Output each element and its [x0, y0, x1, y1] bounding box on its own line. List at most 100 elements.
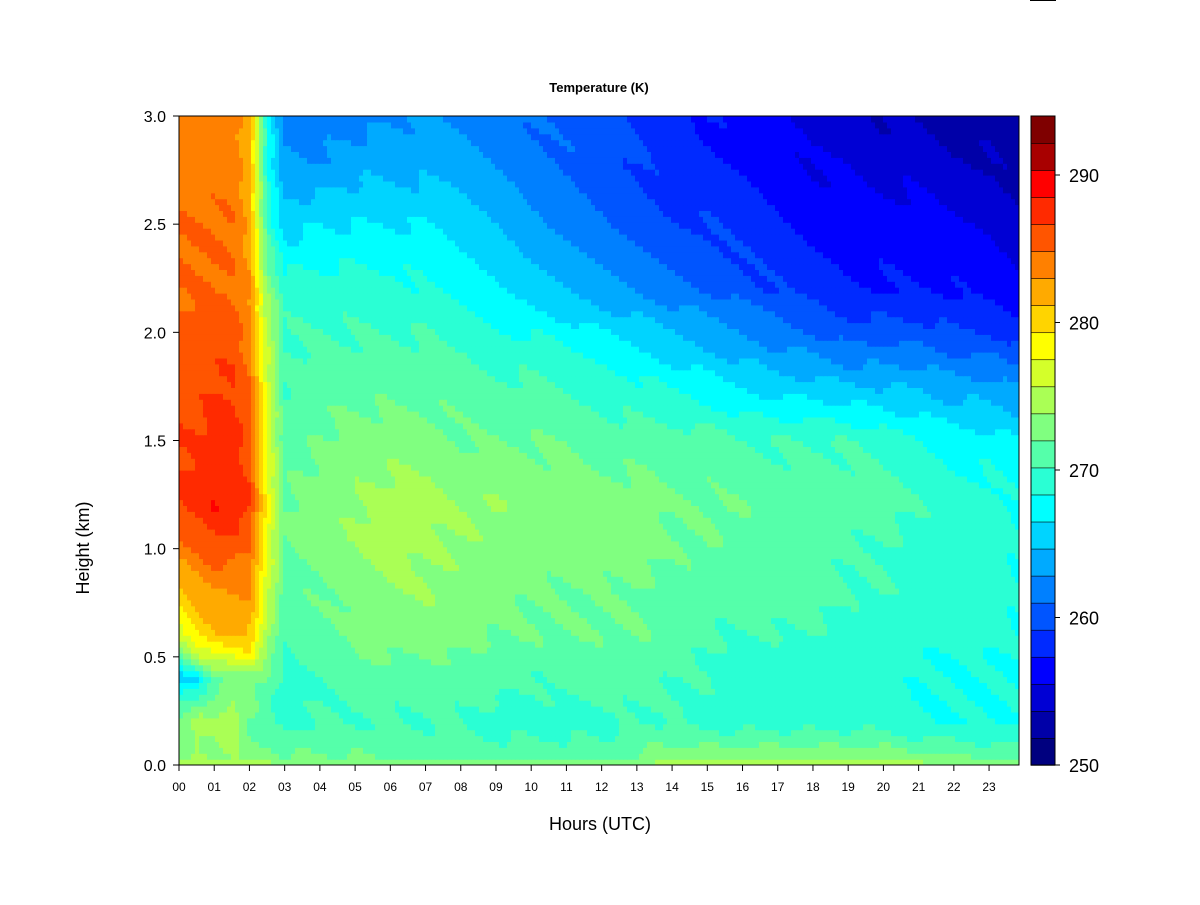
heatmap-cell — [663, 658, 668, 666]
heatmap-cell — [451, 664, 456, 672]
heatmap-cell — [943, 700, 948, 707]
heatmap-cell — [951, 723, 956, 731]
heatmap-cell — [735, 623, 740, 630]
heatmap-cell — [795, 741, 800, 748]
heatmap-cell — [563, 759, 568, 765]
heatmap-cell — [631, 735, 636, 742]
heatmap-cell — [287, 717, 292, 725]
heatmap-cell — [279, 670, 284, 678]
heatmap-cell — [443, 676, 448, 683]
heatmap-cell — [279, 647, 284, 654]
heatmap-cell — [983, 729, 988, 737]
heatmap-cell — [235, 670, 240, 678]
heatmap-cell — [279, 723, 284, 731]
heatmap-cell — [671, 694, 676, 701]
heatmap-cell — [271, 759, 276, 765]
heatmap-cell — [863, 694, 868, 701]
heatmap-cell — [607, 753, 612, 760]
heatmap-cell — [583, 717, 588, 725]
heatmap-cell — [671, 735, 676, 742]
heatmap-cell — [427, 658, 432, 666]
heatmap-cell — [995, 647, 1000, 654]
heatmap-cell — [595, 664, 600, 672]
heatmap-cell — [647, 753, 652, 760]
heatmap-cell — [879, 706, 884, 713]
heatmap-cell — [659, 711, 664, 719]
heatmap-cell — [487, 706, 492, 713]
heatmap-cell — [323, 729, 328, 737]
heatmap-cell — [399, 647, 404, 654]
heatmap-cell — [375, 717, 380, 725]
heatmap-cell — [571, 641, 576, 648]
heatmap-cell — [767, 676, 772, 683]
heatmap-cell — [455, 623, 460, 630]
heatmap-cell — [715, 717, 720, 725]
heatmap-cell — [451, 623, 456, 630]
heatmap-cell — [527, 629, 532, 636]
heatmap-cell — [571, 635, 576, 642]
heatmap-cell — [671, 759, 676, 765]
heatmap-cell — [535, 753, 540, 760]
heatmap-cell — [695, 635, 700, 642]
heatmap-cell — [787, 717, 792, 725]
heatmap-cell — [399, 747, 404, 754]
heatmap-cell — [963, 682, 968, 689]
heatmap-cell — [567, 635, 572, 642]
heatmap-cell — [727, 676, 732, 683]
heatmap-cell — [595, 717, 600, 725]
heatmap-cell — [395, 700, 400, 707]
heatmap-cell — [179, 723, 184, 731]
heatmap-cell — [655, 694, 660, 701]
heatmap-cell — [991, 647, 996, 654]
heatmap-cell — [499, 717, 504, 725]
heatmap-cell — [603, 729, 608, 737]
heatmap-cell — [823, 747, 828, 754]
heatmap-cell — [395, 664, 400, 672]
heatmap-cell — [215, 700, 220, 707]
heatmap-cell — [979, 729, 984, 737]
heatmap-cell — [199, 682, 204, 689]
heatmap-cell — [291, 635, 296, 642]
heatmap-cell — [211, 664, 216, 672]
heatmap-cell — [323, 629, 328, 636]
heatmap-cell — [355, 717, 360, 725]
heatmap-cell — [711, 647, 716, 654]
heatmap-cell — [511, 723, 516, 731]
heatmap-cell — [339, 635, 344, 642]
heatmap-cell — [459, 623, 464, 630]
heatmap-cell — [211, 688, 216, 695]
heatmap-cell — [955, 711, 960, 719]
heatmap-cell — [899, 729, 904, 737]
heatmap-cell — [379, 635, 384, 642]
heatmap-cell — [1007, 629, 1012, 636]
heatmap-cell — [867, 747, 872, 754]
heatmap-cell — [339, 652, 344, 660]
heatmap-cell — [419, 676, 424, 683]
heatmap-cell — [671, 623, 676, 630]
heatmap-cell — [1015, 706, 1019, 713]
heatmap-cell — [571, 729, 576, 737]
heatmap-cell — [179, 647, 184, 654]
heatmap-cell — [847, 717, 852, 725]
heatmap-cell — [623, 629, 628, 636]
heatmap-cell — [435, 676, 440, 683]
heatmap-cell — [651, 676, 656, 683]
heatmap-cell — [943, 694, 948, 701]
heatmap-cell — [487, 635, 492, 642]
heatmap-cell — [759, 682, 764, 689]
heatmap-cell — [851, 658, 856, 666]
heatmap-cell — [855, 753, 860, 760]
heatmap-cell — [959, 658, 964, 666]
heatmap-cell — [435, 641, 440, 648]
heatmap-cell — [947, 694, 952, 701]
heatmap-cell — [915, 741, 920, 748]
heatmap-cell — [847, 670, 852, 678]
heatmap-cell — [759, 735, 764, 742]
heatmap-cell — [631, 741, 636, 748]
heatmap-cell — [915, 635, 920, 642]
heatmap-cell — [975, 682, 980, 689]
heatmap-cell — [315, 682, 320, 689]
heatmap-cell — [771, 664, 776, 672]
heatmap-cell — [607, 688, 612, 695]
heatmap-cell — [631, 652, 636, 660]
